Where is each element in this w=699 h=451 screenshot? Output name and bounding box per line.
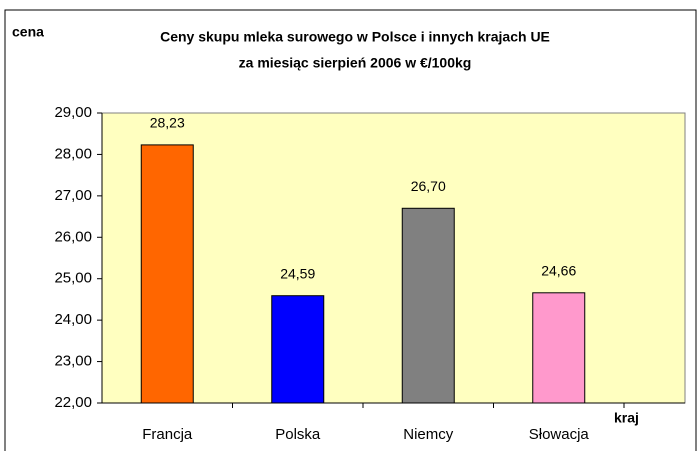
y-tick-label: 23,00 <box>54 353 92 370</box>
y-tick-label: 29,00 <box>54 104 92 121</box>
plot-area <box>101 112 686 404</box>
x-tick-label: Francja <box>142 426 193 443</box>
chart-title: za miesiąc sierpień 2006 w €/100kg <box>239 55 472 71</box>
y-tick-label: 26,00 <box>54 228 92 245</box>
bar <box>532 292 586 404</box>
y-tick-label: 22,00 <box>54 394 92 411</box>
y-tick-label: 25,00 <box>54 270 92 287</box>
data-label: 24,66 <box>541 263 576 279</box>
x-axis-label: kraj <box>614 410 639 426</box>
bar <box>140 144 194 404</box>
x-tick-label: Słowacja <box>529 426 590 443</box>
y-tick-label: 28,00 <box>54 145 92 162</box>
y-axis-label: cena <box>12 24 44 40</box>
x-tick-label: Polska <box>275 426 321 443</box>
data-label: 24,59 <box>280 265 315 281</box>
y-tick-label: 24,00 <box>54 311 92 328</box>
x-tick-label: Niemcy <box>403 426 454 443</box>
y-tick-label: 27,00 <box>54 187 92 204</box>
data-label: 28,23 <box>150 115 185 131</box>
bar <box>401 207 455 404</box>
bar <box>271 295 325 404</box>
chart-title: Ceny skupu mleka surowego w Polsce i inn… <box>160 29 550 45</box>
data-label: 26,70 <box>411 178 446 194</box>
